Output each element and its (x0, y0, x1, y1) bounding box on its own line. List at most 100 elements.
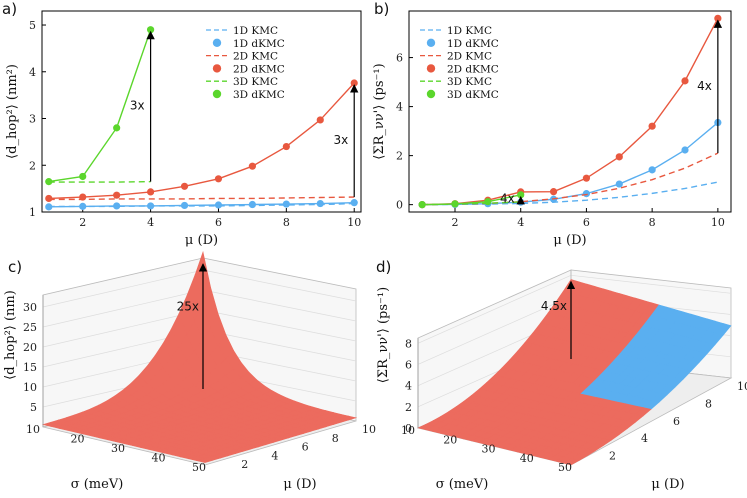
legend-entry: 2D dKMC (447, 63, 499, 75)
data-point (615, 153, 623, 161)
annotation-label: 4x (500, 192, 515, 206)
data-point (316, 116, 324, 124)
data-point (113, 202, 121, 210)
z-tick-label: 25 (23, 321, 37, 334)
legend-swatch (426, 64, 436, 73)
data-point (45, 178, 53, 186)
z-tick-label: 10 (23, 381, 37, 394)
z-tick-label: 20 (23, 341, 37, 354)
panel-label: d) (376, 258, 391, 276)
y-tick-label: 1 (29, 206, 36, 219)
data-point (248, 200, 257, 209)
y-tick-label: 4 (396, 101, 403, 114)
sigma-tick-label: 40 (152, 452, 166, 465)
series-line (422, 194, 521, 206)
wall-gridline (202, 289, 357, 322)
series-line (422, 18, 719, 206)
annotation-label: 4.5x (541, 299, 567, 313)
z-axis-label: ⟨ΣR_νν'⟩ (ps⁻¹) (376, 287, 391, 383)
mu-tick-label: 2 (241, 458, 248, 471)
series-line (48, 196, 355, 201)
sigma-tick-label: 30 (111, 442, 125, 455)
data-point (180, 201, 189, 210)
x-tick-label: 2 (452, 216, 459, 229)
data-point (316, 199, 324, 208)
x-axis-label: σ (meV) (71, 477, 124, 492)
series-line (48, 82, 355, 200)
y-tick-label: 3 (29, 113, 36, 126)
surface-patch (562, 458, 580, 466)
x-tick-label: 8 (649, 216, 656, 229)
legend-swatch (426, 89, 436, 99)
data-point (648, 122, 656, 130)
x-tick-label: 4 (147, 216, 154, 229)
x-tick-label: 10 (711, 216, 725, 229)
legend-entry: 1D dKMC (233, 38, 285, 50)
legend-entry: 1D dKMC (447, 38, 499, 50)
chart-c: 5 10 15 20 25 30 10 20 30 40 50 2 4 6 8 10 σ (meV) μ (D) ⟨… (3, 250, 376, 492)
chart-d: 0 2 4 6 8 10 20 30 40 50 2 4 6 8 10 σ (meV) μ (D) ⟨ΣR_νν'… (376, 258, 747, 492)
wall-gridline (202, 269, 357, 302)
wall-gridline (202, 309, 357, 342)
data-point (146, 188, 155, 196)
x-axis-label: σ (meV) (436, 477, 489, 492)
legend-swatch (426, 38, 436, 47)
mu-tick-label: 2 (609, 450, 616, 463)
y-tick-label: 2 (396, 150, 403, 163)
data-point (79, 202, 87, 210)
data-point (248, 162, 257, 170)
legend-swatch (212, 89, 222, 99)
data-point (484, 198, 492, 206)
x-tick-label: 6 (583, 216, 590, 229)
annotation-label: 4x (697, 79, 712, 93)
series-line (422, 121, 719, 206)
legend-swatch (212, 38, 222, 47)
x-tick-label: 2 (79, 216, 86, 229)
x-tick-label: 6 (215, 216, 222, 229)
x-axis-label: μ (D) (185, 233, 218, 248)
mu-tick-label: 4 (641, 432, 648, 445)
sigma-tick-label: 20 (443, 433, 457, 446)
data-point (681, 146, 689, 154)
legend-entry: 1D KMC (447, 25, 492, 37)
mu-tick-label: 8 (705, 397, 712, 410)
wall-gridline (417, 274, 572, 344)
x-axis-label: μ (D) (553, 233, 586, 248)
plot-frame (408, 10, 732, 213)
mu-tick-label: 6 (302, 441, 309, 454)
series-line (422, 201, 521, 206)
z-tick-label: 0 (405, 422, 412, 435)
data-point (180, 182, 189, 190)
data-point (45, 203, 53, 211)
data-point (282, 200, 290, 208)
panel-label: a) (2, 0, 17, 18)
z-tick-label: 15 (23, 361, 37, 374)
surface-patch (195, 458, 214, 463)
data-point (113, 124, 121, 132)
annotation-label: 3x (130, 99, 145, 113)
z-tick-label: 5 (30, 401, 37, 414)
wall-gridline (42, 309, 204, 348)
legend-entry: 3D dKMC (447, 89, 499, 101)
data-point (418, 201, 426, 209)
mu-tick-label: 8 (332, 432, 339, 445)
mu-tick-label: 10 (737, 380, 747, 393)
sigma-tick-label: 10 (401, 424, 415, 437)
series-line (48, 201, 355, 208)
legend-entry: 2D dKMC (233, 63, 285, 75)
data-point (214, 201, 223, 209)
y-tick-label: 6 (396, 52, 403, 65)
data-point (282, 142, 290, 151)
y-axis-label: ⟨ΣR_νν'⟩ (ps⁻¹) (372, 63, 387, 159)
mu-tick-label: 6 (673, 415, 680, 428)
legend-entry: 1D KMC (233, 25, 278, 37)
wall-gridline (42, 269, 204, 308)
data-point (45, 194, 53, 203)
z-tick-label: 2 (405, 401, 412, 414)
data-point (648, 166, 656, 174)
sigma-tick-label: 10 (26, 423, 40, 436)
sigma-tick-label: 20 (71, 433, 85, 446)
z-tick-label: 4 (405, 380, 412, 393)
sigma-tick-label: 50 (192, 461, 206, 474)
